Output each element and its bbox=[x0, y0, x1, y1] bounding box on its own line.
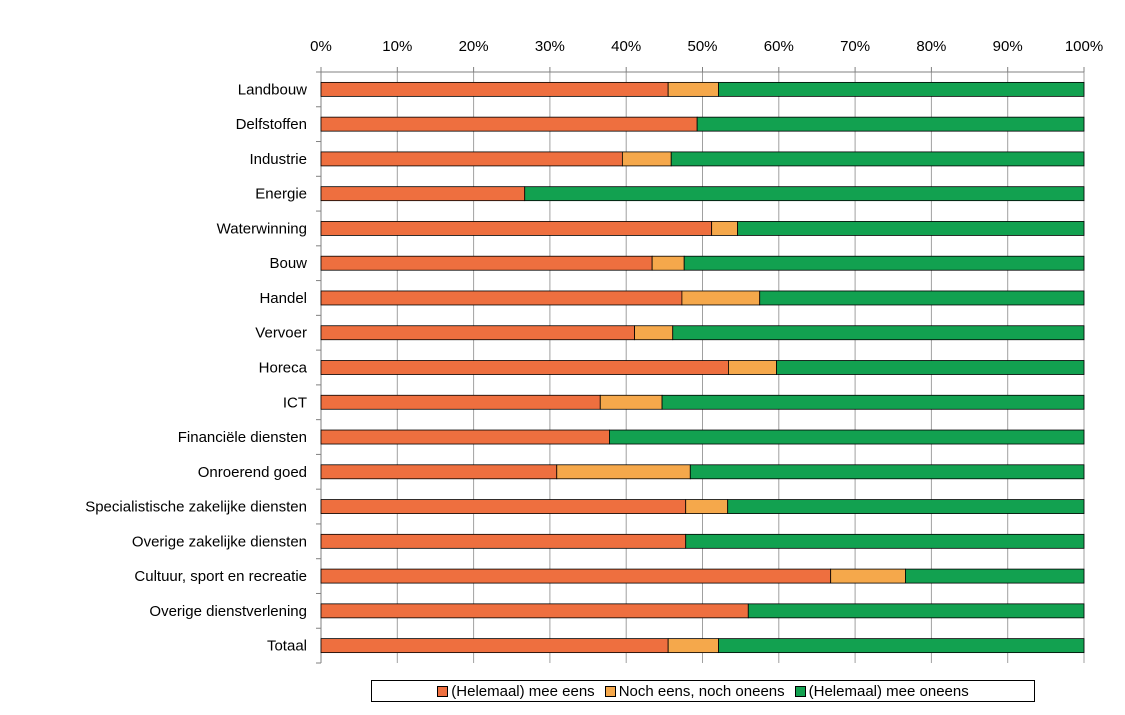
bar-segment-agree bbox=[320, 186, 526, 202]
category-label: ICT bbox=[283, 394, 307, 411]
bar-segment-disagree bbox=[718, 638, 1085, 654]
bar-segment-agree bbox=[320, 360, 729, 375]
bar-segment-disagree bbox=[609, 429, 1085, 445]
x-tick-label: 20% bbox=[459, 38, 489, 55]
legend-item: (Helemaal) mee oneens bbox=[794, 682, 969, 700]
category-label: Landbouw bbox=[238, 81, 307, 98]
category-label: Specialistische zakelijke diensten bbox=[85, 499, 307, 516]
bar-segment-disagree bbox=[718, 81, 1085, 97]
x-tick-label: 40% bbox=[611, 38, 641, 55]
bar-segment-disagree bbox=[524, 186, 1085, 202]
bar-segment-disagree bbox=[672, 325, 1085, 341]
category-label: Vervoer bbox=[255, 325, 307, 342]
category-label: Energie bbox=[255, 186, 307, 203]
x-tick-label: 100% bbox=[1065, 38, 1103, 55]
legend-item: Noch eens, noch oneens bbox=[604, 682, 785, 700]
bar-segment-disagree bbox=[683, 255, 1085, 271]
bar-segment-disagree bbox=[747, 603, 1085, 619]
bar-segment-disagree bbox=[661, 394, 1085, 410]
bar-segment-agree bbox=[320, 429, 610, 445]
category-label: Bouw bbox=[269, 255, 307, 272]
bar-segment-neutral bbox=[830, 568, 906, 584]
x-tick-label: 10% bbox=[382, 38, 412, 55]
category-label: Horeca bbox=[259, 360, 308, 377]
bar-segment-agree bbox=[320, 255, 653, 271]
bar-segment-neutral bbox=[599, 394, 663, 410]
bar-segment-neutral bbox=[634, 325, 674, 341]
bar-segment-neutral bbox=[685, 499, 729, 514]
bar-segment-neutral bbox=[667, 638, 719, 654]
bar-segment-disagree bbox=[727, 499, 1085, 514]
bar-segment-agree bbox=[320, 151, 623, 167]
x-tick-label: 50% bbox=[687, 38, 717, 55]
bar-segment-agree bbox=[320, 290, 683, 306]
bar-segment-agree bbox=[320, 464, 558, 480]
bar-segment-disagree bbox=[759, 290, 1085, 306]
bar-segment-disagree bbox=[685, 533, 1085, 549]
category-label: Handel bbox=[259, 290, 307, 307]
bar-segment-neutral bbox=[711, 221, 738, 236]
category-label: Delfstoffen bbox=[236, 116, 307, 133]
x-tick-label: 60% bbox=[764, 38, 794, 55]
bar-segment-agree bbox=[320, 568, 832, 584]
x-tick-label: 70% bbox=[840, 38, 870, 55]
bar-segment-disagree bbox=[670, 151, 1085, 167]
legend-item: (Helemaal) mee eens bbox=[437, 682, 595, 700]
bar-segment-neutral bbox=[651, 255, 685, 271]
bar-segment-neutral bbox=[681, 290, 761, 306]
bar-segment-agree bbox=[320, 81, 669, 97]
bar-segment-agree bbox=[320, 533, 687, 549]
bar-segment-agree bbox=[320, 325, 635, 341]
bar-segment-neutral bbox=[667, 81, 719, 97]
legend: (Helemaal) mee eens Noch eens, noch oneen… bbox=[371, 680, 1035, 702]
bar-segment-agree bbox=[320, 603, 749, 619]
legend-swatch bbox=[794, 685, 806, 697]
category-label: Financiële diensten bbox=[178, 429, 307, 446]
legend-label: Noch eens, noch oneens bbox=[618, 682, 785, 700]
bar-segment-agree bbox=[320, 116, 698, 132]
x-tick-label: 30% bbox=[535, 38, 565, 55]
bar-segment-disagree bbox=[776, 360, 1085, 375]
bar-segment-disagree bbox=[737, 221, 1085, 236]
x-tick-label: 80% bbox=[916, 38, 946, 55]
category-label: Industrie bbox=[249, 151, 307, 168]
category-label: Overige zakelijke diensten bbox=[132, 533, 307, 550]
bar-segment-disagree bbox=[696, 116, 1085, 132]
bar-segment-agree bbox=[320, 394, 601, 410]
bar-segment-agree bbox=[320, 499, 687, 514]
legend-label: (Helemaal) mee oneens bbox=[808, 682, 969, 700]
bar-segment-disagree bbox=[689, 464, 1085, 480]
category-label: Overige dienstverlening bbox=[149, 603, 307, 620]
x-tick-label: 90% bbox=[993, 38, 1023, 55]
bar-segment-neutral bbox=[728, 360, 777, 375]
legend-swatch bbox=[437, 685, 449, 697]
plot-area: 0% 10% 20% 30% 40% 50% 60% 70% 80% 90% 100% Landbou… bbox=[85, 38, 1103, 664]
bar-segment-agree bbox=[320, 221, 713, 236]
bar-segment-neutral bbox=[621, 151, 672, 167]
legend-label: (Helemaal) mee eens bbox=[451, 682, 595, 700]
category-label: Waterwinning bbox=[217, 220, 307, 237]
bar-segment-agree bbox=[320, 638, 669, 654]
bar-segment-disagree bbox=[905, 568, 1085, 584]
category-label: Cultuur, sport en recreatie bbox=[134, 568, 307, 585]
category-label: Onroerend goed bbox=[198, 464, 307, 481]
x-tick-label: 0% bbox=[310, 38, 332, 55]
category-label: Totaal bbox=[267, 638, 307, 655]
bar-segment-neutral bbox=[556, 464, 691, 480]
legend-swatch bbox=[604, 685, 616, 697]
